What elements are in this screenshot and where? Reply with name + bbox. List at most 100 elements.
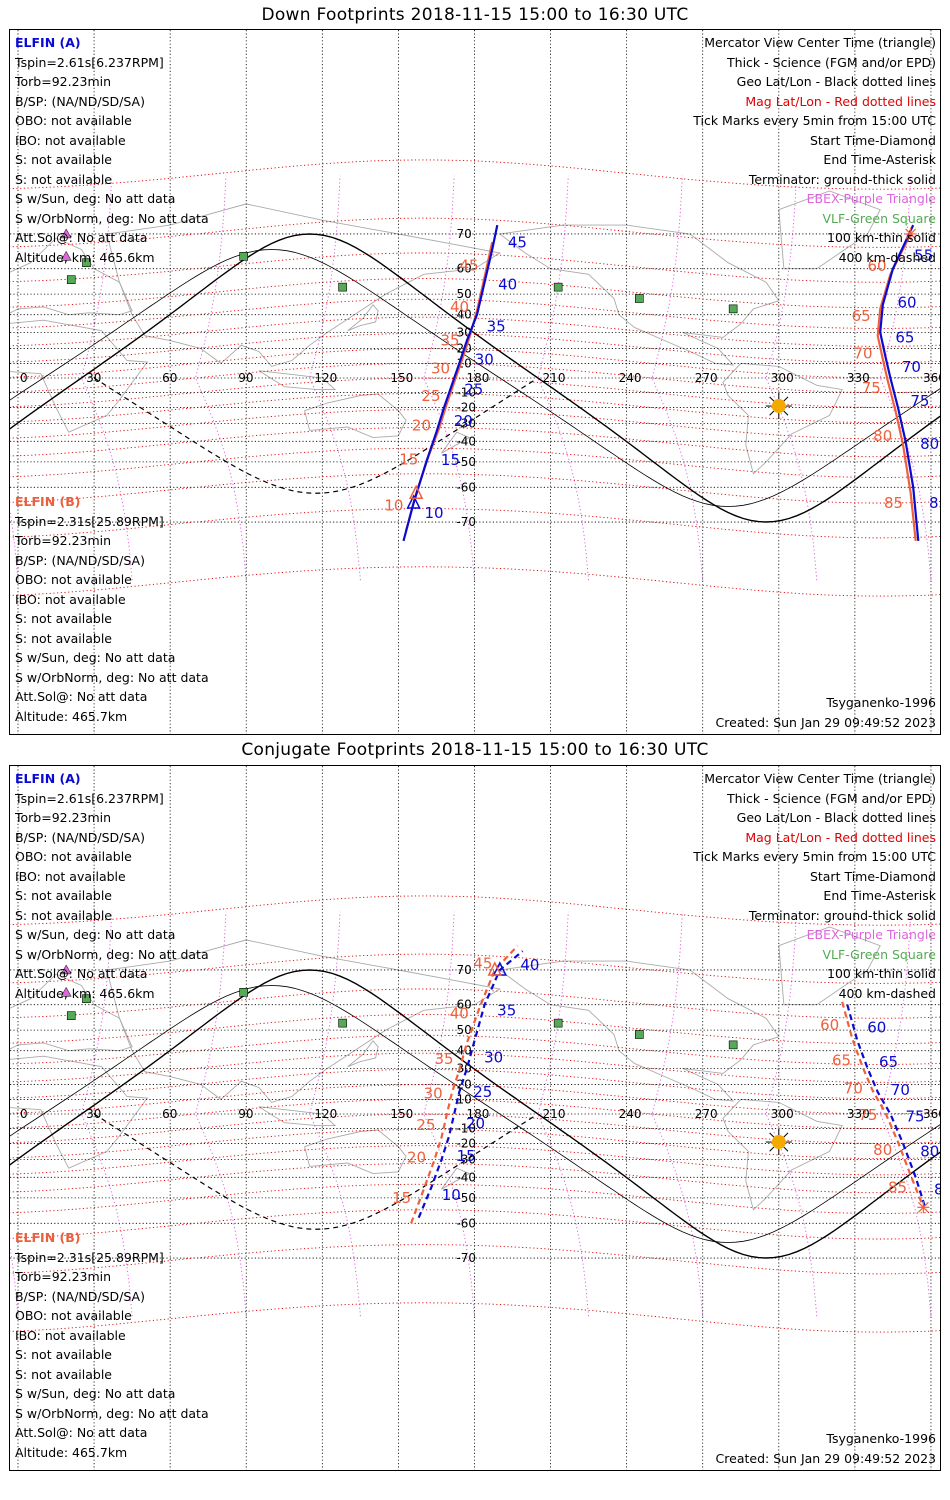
mag-lon-line (765, 911, 818, 1317)
elfin-a-line: S w/Sun, deg: No att data (15, 927, 176, 942)
mag-lat-line (10, 447, 940, 478)
sun-ray (769, 410, 775, 416)
sun-ray (769, 1132, 775, 1138)
elfin-b-line: S: not available (15, 1347, 112, 1362)
lat-tick-label: -60 (456, 1216, 476, 1230)
elfin-a-tick-label: 75 (910, 392, 929, 410)
elfin-b-line: OBO: not available (15, 1308, 132, 1323)
sun-ray (769, 396, 775, 402)
elfin-b-tick-label: 10 (384, 497, 403, 515)
lat-tick-label: 70 (456, 963, 471, 977)
elfin-a-tick-label: 10 (442, 1186, 461, 1204)
legend-item: Mag Lat/Lon - Red dotted lines (745, 93, 936, 109)
vlf-square (728, 1040, 738, 1050)
lon-tick-label: 150 (390, 1107, 413, 1121)
legend-item: Start Time-Diamond (809, 132, 936, 148)
legend-item: Thick - Science (FGM and/or EPD) (727, 790, 936, 806)
terminator-ground (10, 233, 940, 523)
mag-lon-line (309, 175, 361, 581)
footer: Tsyganenko-1996 Created: Sun Jan 29 09:4… (716, 693, 936, 732)
legend: Mercator View Center Time (triangle) Thi… (693, 33, 936, 267)
mag-lat-line (10, 1034, 940, 1065)
lat-tick-label: -40 (456, 434, 476, 448)
elfin-a-line: B/SP: (NA/ND/SD/SA) (15, 829, 145, 845)
elfin-b-tick-label: 65 (832, 1051, 851, 1069)
mag-lat-line (10, 362, 940, 394)
elfin-a-tick-label: 30 (475, 350, 494, 368)
elfin-b-tick-label: 75 (862, 379, 881, 397)
legend-item: 400 km-dashed (838, 249, 936, 265)
legend-item: EBEX-Purple Triangle (806, 191, 936, 206)
elfin-b-line: S w/Sun, deg: No att data (15, 650, 176, 665)
conjugate-footprints-panel: 0 30 60 90 120 150 180 210 240 270 300 330 360 -70 -60… (9, 765, 941, 1471)
mag-lon-line (651, 175, 704, 581)
vlf-square (66, 1011, 76, 1020)
elfin-b-tick-label: 20 (412, 416, 431, 434)
elfin-a-track (417, 950, 524, 1219)
elfin-a-line: Att.Sol@: No att data (15, 966, 148, 981)
elfin-b-line: S: not available (15, 630, 112, 646)
vlf-square (338, 282, 347, 292)
lon-tick-label: 30 (86, 371, 101, 385)
elfin-b-line: S w/OrbNorm, deg: No att data (15, 669, 209, 685)
coastline (10, 319, 149, 433)
elfin-a-tick-label: 15 (441, 451, 460, 469)
legend-item: Terminator: ground-thick solid (748, 907, 936, 923)
lon-tick-label: 330 (847, 371, 870, 385)
sun-icon (771, 1135, 786, 1150)
elfin-a-line: Torb=92.23min (15, 810, 112, 825)
legend-item: End Time-Asterisk (823, 152, 936, 167)
elfin-b-tick-label: 80 (873, 427, 892, 445)
mag-lat-line (10, 895, 940, 926)
elfin-a-tick-label: 85 (929, 494, 941, 512)
legend-item: VLF-Green Square (822, 210, 936, 226)
lat-tick-label: 40 (456, 308, 471, 322)
legend-item: 100 km-thin solid (827, 230, 936, 245)
end-time-asterisk (917, 1201, 929, 1213)
coastline (258, 1106, 337, 1127)
lat-tick-label: -10 (456, 1122, 476, 1136)
lon-tick-label: 30 (86, 1107, 101, 1121)
elfin-a-line: S w/Sun, deg: No att data (15, 191, 176, 206)
mag-lon-line (879, 911, 932, 1317)
lat-tick-label: -20 (456, 401, 476, 415)
elfin-b-tick-label: 15 (399, 450, 418, 468)
lon-tick-label: 240 (619, 371, 642, 385)
elfin-a-line: Tspin=2.61s[6.237RPM] (15, 54, 164, 70)
legend-item: Start Time-Diamond (809, 868, 936, 884)
mag-lat-line (10, 1084, 940, 1115)
elfin-a-line: OBO: not available (15, 113, 132, 128)
elfin-b-line: Altitude: 465.7km (15, 1444, 128, 1460)
created-label: Created: Sun Jan 29 09:49:52 2023 (715, 1450, 936, 1466)
mag-lon-line (765, 175, 818, 581)
model-label: Tsyganenko-1996 (826, 695, 936, 710)
down-title: Down Footprints 2018-11-15 15:00 to 16:3… (261, 5, 689, 25)
elfin-b-tick-label: 30 (424, 1085, 443, 1103)
lon-tick-label: 150 (390, 371, 413, 385)
lon-tick-label: 60 (162, 1107, 177, 1121)
legend-item: VLF-Green Square (822, 946, 936, 962)
mag-lon-line (80, 175, 133, 581)
elfin-b-line: S w/Sun, deg: No att data (15, 1386, 176, 1401)
sun-ray (783, 410, 789, 416)
mag-lat-line (10, 1183, 940, 1214)
elfin-b-tick-label: 25 (416, 1116, 435, 1134)
elfin-a-tick-label: 35 (487, 318, 506, 336)
elfin-b-tick-label: 20 (407, 1149, 426, 1167)
elfin-a-tick-label: 20 (466, 1114, 485, 1132)
legend-item: Tick Marks every 5min from 15:00 UTC (693, 113, 936, 128)
mag-lat-line (10, 409, 940, 440)
mag-lat-line (10, 217, 940, 248)
elfin-a-line: Altitude, km: 465.6km (15, 249, 155, 265)
lon-tick-label: 240 (619, 1107, 642, 1121)
coastline (441, 1167, 471, 1190)
mag-lat-line (10, 159, 940, 190)
elfin-b-line: IBO: not available (15, 1327, 126, 1343)
mag-lat-line (10, 252, 940, 283)
vlf-square (82, 994, 91, 1004)
lon-tick-label: 210 (543, 371, 566, 385)
elfin-a-line: OBO: not available (15, 849, 132, 864)
elfin-b-label: ELFIN (B) (15, 1230, 81, 1245)
elfin-b-line: Tspin=2.31s[25.89RPM] (15, 1249, 164, 1265)
elfin-a-track (402, 224, 499, 542)
